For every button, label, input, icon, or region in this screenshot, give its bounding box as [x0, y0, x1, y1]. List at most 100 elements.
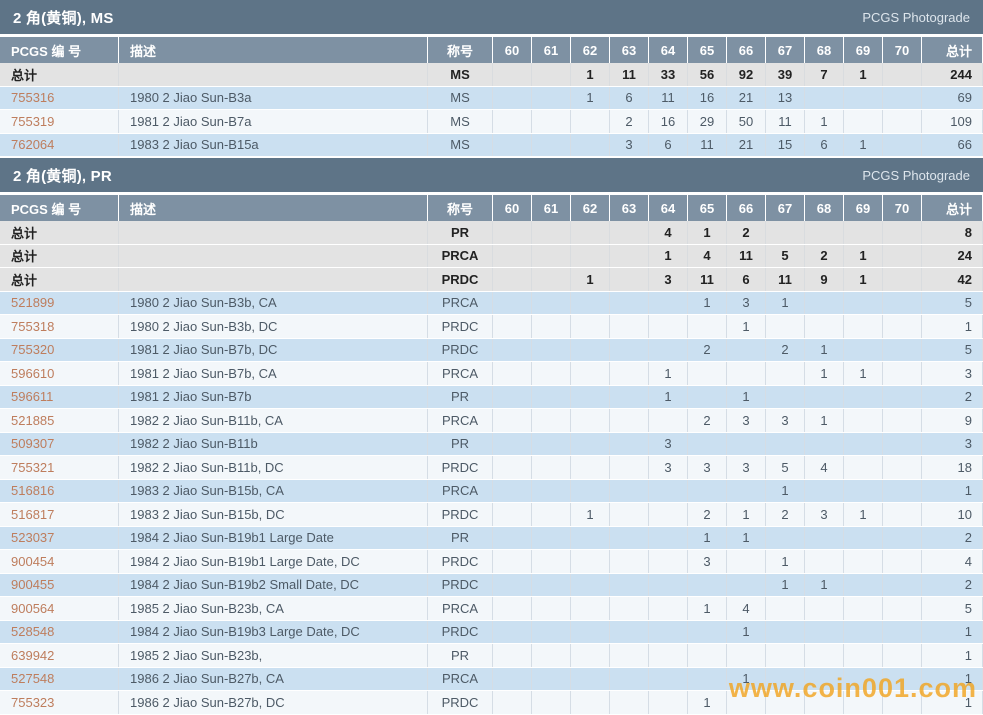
pcgs-number-link[interactable]: 639942: [0, 643, 119, 668]
pcgs-number-link[interactable]: 900564: [0, 596, 119, 621]
grade-count-67: [765, 690, 805, 715]
pcgs-number-link[interactable]: 755323: [0, 690, 119, 715]
grade-count-62: [570, 361, 610, 386]
grade-count-67: 1: [765, 549, 805, 574]
grade-count-68: [804, 86, 844, 110]
pcgs-number-link[interactable]: 521899: [0, 291, 119, 315]
grade-count-66: 4: [726, 596, 766, 621]
coin-description: [118, 63, 428, 87]
grade-count-69: [843, 432, 883, 456]
column-header-description: 描述: [118, 37, 428, 63]
table-row: 755318 1980 2 Jiao Sun-B3b, DC PRDC 1 1: [0, 314, 983, 339]
designation: PR: [427, 432, 493, 456]
grade-count-70: [882, 385, 922, 409]
pcgs-number-link[interactable]: 527548: [0, 667, 119, 691]
grade-count-62: [570, 573, 610, 597]
grade-count-69: [843, 479, 883, 503]
column-header-grade-69: 69: [843, 37, 883, 63]
grade-count-61: [531, 573, 571, 597]
pcgs-number-link[interactable]: 521885: [0, 408, 119, 433]
column-header-grade-66: 66: [726, 195, 766, 221]
designation: PRCA: [427, 596, 493, 621]
photograde-link[interactable]: PCGS Photograde: [862, 9, 970, 25]
designation: PR: [427, 526, 493, 550]
table-row: 900455 1984 2 Jiao Sun-B19b2 Small Date, …: [0, 573, 983, 597]
total-row: 总计 PRCA 1 4 11 5 2 1 24: [0, 244, 983, 268]
row-total: 109: [921, 109, 983, 134]
pcgs-number-link[interactable]: 516816: [0, 479, 119, 503]
pcgs-number-link[interactable]: 596611: [0, 385, 119, 409]
coin-description: 1986 2 Jiao Sun-B27b, CA: [118, 667, 428, 691]
grade-count-64: 1: [648, 244, 688, 268]
pcgs-number-link[interactable]: 900455: [0, 573, 119, 597]
grade-count-65: [687, 432, 727, 456]
grade-count-64: [648, 549, 688, 574]
grade-count-67: 5: [765, 455, 805, 480]
pcgs-number-link[interactable]: 755320: [0, 338, 119, 362]
pcgs-number-link[interactable]: 755319: [0, 109, 119, 134]
row-total: 18: [921, 455, 983, 480]
grade-count-64: [648, 667, 688, 691]
coin-description: 1984 2 Jiao Sun-B19b2 Small Date, DC: [118, 573, 428, 597]
grade-count-64: 3: [648, 455, 688, 480]
grade-count-60: [492, 244, 532, 268]
pcgs-number-link[interactable]: 523037: [0, 526, 119, 550]
grade-count-60: [492, 267, 532, 292]
column-header-grade-61: 61: [531, 195, 571, 221]
total-label: 总计: [0, 267, 119, 292]
grade-count-61: [531, 221, 571, 245]
grade-count-63: [609, 573, 649, 597]
pcgs-number-link[interactable]: 596610: [0, 361, 119, 386]
row-total: 2: [921, 573, 983, 597]
grade-count-67: [765, 314, 805, 339]
grade-count-64: [648, 573, 688, 597]
designation: PR: [427, 221, 493, 245]
grade-count-66: 1: [726, 667, 766, 691]
grade-count-64: [648, 690, 688, 715]
grade-count-61: [531, 385, 571, 409]
grade-count-66: [726, 479, 766, 503]
table-row: 639942 1985 2 Jiao Sun-B23b, PR 1: [0, 643, 983, 668]
grade-count-62: [570, 133, 610, 157]
designation: PRCA: [427, 667, 493, 691]
row-total: 9: [921, 408, 983, 433]
grade-count-67: 1: [765, 479, 805, 503]
grade-count-62: [570, 455, 610, 480]
pcgs-number-link[interactable]: 755321: [0, 455, 119, 480]
grade-count-64: 6: [648, 133, 688, 157]
grade-count-67: 2: [765, 502, 805, 527]
column-header-grade-70: 70: [882, 37, 922, 63]
grade-count-65: [687, 620, 727, 644]
pcgs-number-link[interactable]: 516817: [0, 502, 119, 527]
pcgs-number-link[interactable]: 755316: [0, 86, 119, 110]
column-header-designation: 称号: [427, 195, 493, 221]
grade-count-69: [843, 338, 883, 362]
column-header-grade-62: 62: [570, 195, 610, 221]
grade-count-63: [609, 244, 649, 268]
row-total: 4: [921, 549, 983, 574]
grade-count-69: [843, 408, 883, 433]
grade-count-67: [765, 385, 805, 409]
table-row: 596611 1981 2 Jiao Sun-B7b PR 1 1 2: [0, 385, 983, 409]
pcgs-number-link[interactable]: 900454: [0, 549, 119, 574]
grade-count-64: 33: [648, 63, 688, 87]
grade-count-61: [531, 338, 571, 362]
photograde-link[interactable]: PCGS Photograde: [862, 167, 970, 183]
grade-count-69: [843, 385, 883, 409]
grade-count-68: 7: [804, 63, 844, 87]
grade-count-64: [648, 502, 688, 527]
grade-count-65: 1: [687, 596, 727, 621]
pcgs-number-link[interactable]: 528548: [0, 620, 119, 644]
pcgs-number-link[interactable]: 755318: [0, 314, 119, 339]
grade-count-61: [531, 526, 571, 550]
population-section-ms: 2 角(黄铜), MS PCGS Photograde PCGS 编 号描述 称号…: [0, 0, 983, 157]
grade-count-70: [882, 502, 922, 527]
pcgs-number-link[interactable]: 762064: [0, 133, 119, 157]
grade-count-68: [804, 291, 844, 315]
grade-count-61: [531, 133, 571, 157]
coin-description: [118, 267, 428, 292]
grade-count-70: [882, 620, 922, 644]
grade-count-66: 1: [726, 314, 766, 339]
grade-count-70: [882, 291, 922, 315]
pcgs-number-link[interactable]: 509307: [0, 432, 119, 456]
